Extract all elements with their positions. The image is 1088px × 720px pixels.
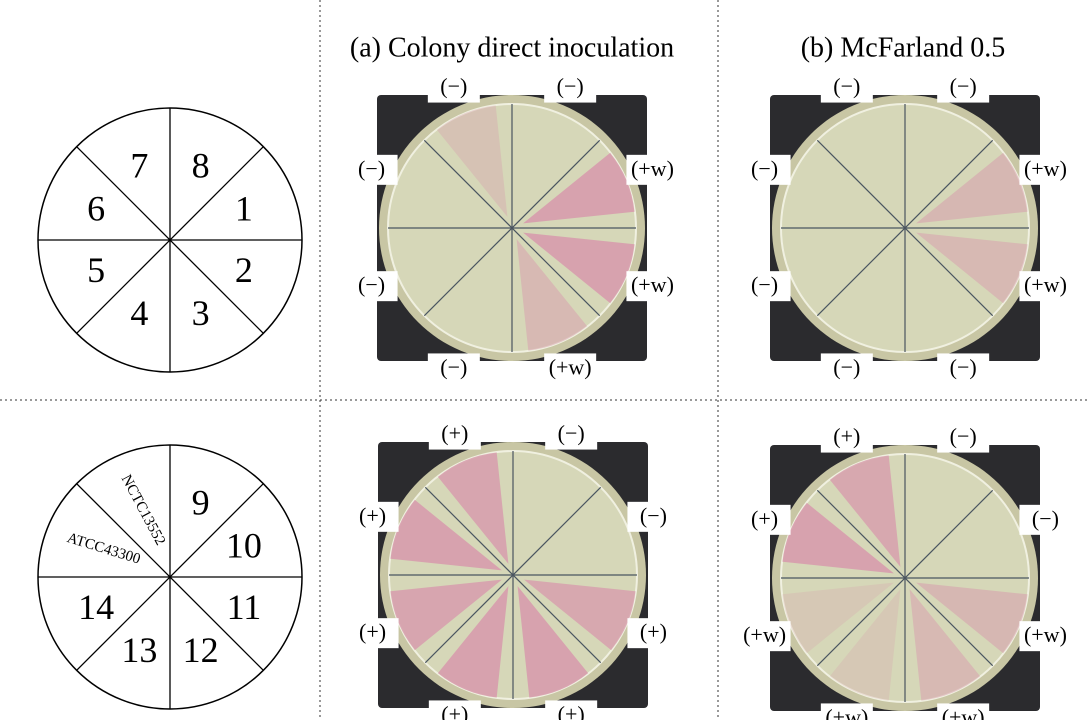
sector-label: 5: [87, 250, 105, 290]
plate-photo: [770, 445, 1040, 711]
result-label: (+): [359, 619, 386, 644]
result-label: (+w): [825, 704, 868, 720]
result-label: (+w): [942, 704, 985, 720]
result-label: (−): [440, 354, 467, 379]
sector-label: 9: [192, 482, 210, 522]
sector-label: 1: [235, 189, 253, 229]
column-header: (b) McFarland 0.5: [801, 32, 1006, 63]
result-label: (+w): [1024, 272, 1067, 297]
result-label: (+): [441, 421, 468, 446]
result-label: (+w): [631, 272, 674, 297]
result-label: (−): [440, 74, 467, 99]
result-label: (−): [950, 74, 977, 99]
result-label: (+w): [1024, 156, 1067, 181]
plate-photo: [377, 95, 647, 361]
sector-label: 13: [121, 630, 157, 670]
sector-label: 8: [192, 145, 210, 185]
result-label: (+): [441, 701, 468, 720]
sector-label: 11: [227, 587, 262, 627]
result-label: (−): [751, 156, 778, 181]
result-label: (−): [358, 272, 385, 297]
sector-label: 6: [87, 189, 105, 229]
result-label: (+): [640, 619, 667, 644]
result-label: (−): [833, 74, 860, 99]
result-label: (+): [751, 506, 778, 531]
sector-label: 7: [130, 145, 148, 185]
sector-label: 3: [192, 293, 210, 333]
sector-label: 2: [235, 250, 253, 290]
result-label: (+w): [549, 354, 592, 379]
result-label: (+w): [743, 622, 786, 647]
sector-label: 12: [183, 630, 219, 670]
result-label: (+w): [1024, 622, 1067, 647]
plate-photo: [770, 95, 1040, 361]
result-label: (−): [833, 354, 860, 379]
result-label: (−): [751, 272, 778, 297]
sector-label: 14: [78, 587, 114, 627]
sector-label: 10: [226, 526, 262, 566]
result-label: (−): [558, 421, 585, 446]
result-label: (−): [557, 74, 584, 99]
figure: (a) Colony direct inoculation (b) McFarl…: [0, 0, 1088, 720]
plate-photo: [378, 442, 648, 708]
result-label: (−): [1032, 506, 1059, 531]
sector-label: 4: [130, 293, 148, 333]
result-label: (−): [950, 424, 977, 449]
result-label: (−): [950, 354, 977, 379]
result-label: (+): [359, 503, 386, 528]
result-label: (+w): [631, 156, 674, 181]
column-header: (a) Colony direct inoculation: [350, 32, 674, 63]
result-label: (+): [558, 701, 585, 720]
result-label: (+): [833, 424, 860, 449]
result-label: (−): [358, 156, 385, 181]
result-label: (−): [640, 503, 667, 528]
